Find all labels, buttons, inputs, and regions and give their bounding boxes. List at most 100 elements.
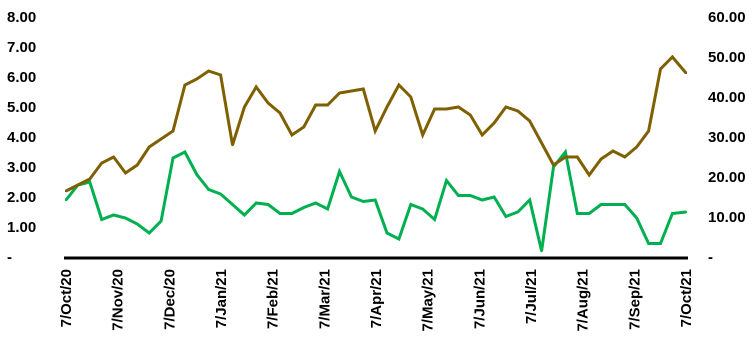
- x-tick-label: 7/May/21: [420, 269, 437, 332]
- series-1-point: [64, 198, 68, 202]
- series-1-point: [481, 198, 484, 202]
- series-2-point: [409, 95, 412, 99]
- series-1-point: [397, 237, 401, 241]
- series-2-point: [623, 155, 626, 159]
- right-y-tick-label: 40.00: [708, 89, 746, 106]
- series-2-point: [148, 145, 151, 149]
- series-2-point: [576, 155, 579, 159]
- series-1-point: [183, 150, 187, 154]
- left-y-tick-label: 2.00: [7, 189, 36, 206]
- x-tick-label: 7/Sep/21: [626, 269, 643, 330]
- series-1-point: [255, 201, 258, 205]
- series-2-point: [136, 163, 139, 167]
- x-tick-label: 7/Jan/21: [213, 269, 230, 328]
- series-2-point: [231, 143, 234, 147]
- series-1-point: [457, 194, 460, 197]
- series-1-point: [171, 156, 175, 160]
- series-1-point: [671, 212, 674, 215]
- left-y-tick-label: -: [7, 249, 12, 266]
- series-1-point: [266, 203, 270, 206]
- series-1-point: [278, 212, 282, 215]
- series-1-point: [112, 213, 115, 217]
- series-1-point: [421, 207, 424, 211]
- x-tick-label: 7/Aug/21: [575, 269, 592, 332]
- series-1-point: [374, 198, 377, 202]
- series-2-point: [635, 145, 638, 149]
- series-1-point: [445, 179, 448, 182]
- series-2-point: [611, 149, 615, 153]
- series-1-point: [647, 242, 650, 245]
- series-2-point: [457, 105, 460, 109]
- series-1-point: [302, 206, 305, 209]
- series-2-point: [481, 133, 484, 137]
- series-2-point: [171, 129, 175, 133]
- series-1-point: [124, 216, 127, 220]
- series-1-point: [207, 188, 210, 191]
- x-tick-label: 7/Jun/21: [471, 269, 488, 329]
- series-2-point: [528, 119, 531, 123]
- series-2-point: [671, 55, 674, 59]
- right-y-tick-label: 20.00: [708, 169, 746, 186]
- series-2-point: [207, 69, 210, 73]
- series-1-point: [100, 218, 103, 221]
- series-2-point: [516, 109, 519, 113]
- right-y-tick-label: 30.00: [708, 129, 746, 146]
- series-1-point: [528, 198, 531, 202]
- series-1-point: [409, 203, 412, 206]
- left-y-tick-label: 3.00: [7, 159, 36, 176]
- x-tick-label: 7/Mar/21: [316, 269, 333, 329]
- series-2-point: [374, 129, 377, 133]
- series-1-point: [576, 212, 579, 215]
- series-2-point: [124, 171, 127, 175]
- series-2-point: [302, 125, 305, 129]
- series-1-point: [385, 231, 389, 235]
- series-1-point: [350, 195, 353, 199]
- series-2-point: [350, 89, 353, 93]
- series-1-point: [659, 242, 662, 245]
- series-2-point: [255, 85, 258, 89]
- series-1-point: [243, 213, 246, 217]
- series-line-1: [64, 148, 687, 252]
- series-2-point: [183, 83, 187, 87]
- series-2-point: [195, 77, 198, 81]
- series-1-point: [148, 231, 151, 235]
- series-layer: [64, 54, 688, 253]
- series-1-point: [469, 194, 472, 197]
- x-tick-label: 7/Oct/20: [58, 269, 75, 327]
- series-1-point: [684, 210, 688, 214]
- series-1-point: [338, 170, 341, 173]
- series-1-point: [290, 212, 294, 215]
- series-2-point: [469, 113, 472, 117]
- right-y-axis: 60.00 50.00 40.00 30.00 20.00 10.00 -: [708, 9, 746, 266]
- series-2-point: [540, 141, 543, 145]
- series-1-point: [362, 200, 365, 203]
- series-2-point: [647, 129, 650, 133]
- left-y-tick-label: 7.00: [7, 39, 36, 56]
- series-2-point: [385, 105, 389, 109]
- series-2-point: [445, 107, 448, 111]
- series-1-point: [516, 210, 519, 214]
- left-y-axis: 8.00 7.00 6.00 5.00 4.00 3.00 2.00 1.00 -: [7, 9, 36, 266]
- series-2-point: [278, 111, 282, 115]
- series-2-point: [552, 163, 555, 167]
- series-2-point: [492, 121, 496, 125]
- right-y-tick-label: 50.00: [708, 49, 746, 66]
- series-1-point: [635, 216, 638, 220]
- right-y-tick-label: 60.00: [708, 9, 746, 26]
- series-1-point: [504, 215, 508, 218]
- right-y-tick-label: -: [708, 249, 713, 266]
- series-2-point: [314, 103, 317, 107]
- x-tick-label: 7/Jul/21: [523, 269, 540, 324]
- series-2-point: [588, 173, 591, 177]
- x-tick-label: 7/Nov/20: [110, 269, 127, 331]
- x-tick-label: 7/Apr/21: [368, 269, 385, 328]
- series-2-point: [64, 189, 68, 193]
- series-1-point: [314, 201, 317, 205]
- series-2-point: [564, 155, 567, 159]
- series-2-point: [362, 87, 365, 91]
- series-1-point: [231, 203, 234, 206]
- series-1-point: [564, 150, 567, 154]
- left-y-tick-label: 6.00: [7, 69, 36, 86]
- series-2-point: [112, 155, 115, 159]
